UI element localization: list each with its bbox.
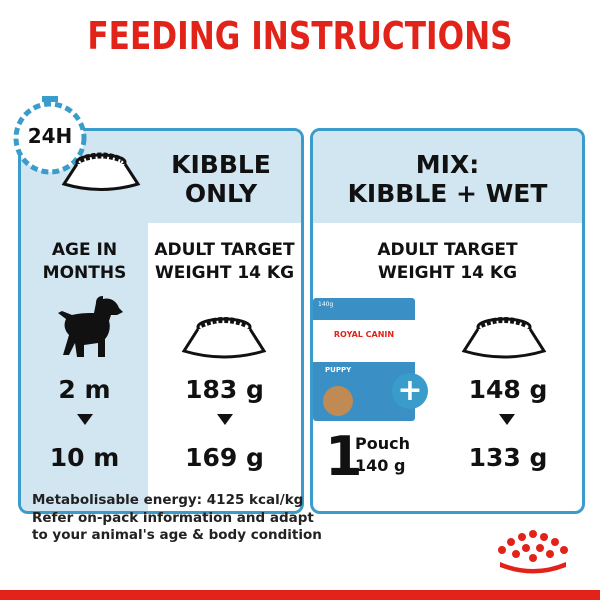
mix-header (313, 131, 582, 223)
target-header: ADULT TARGET (154, 240, 295, 260)
header-line: ONLY (184, 178, 258, 208)
bottom-red-bar (0, 590, 600, 600)
pouch-brand: ROYAL CANIN (333, 330, 395, 339)
age-column (21, 223, 148, 511)
target-header: ADULT TARGET (377, 240, 518, 260)
target-header: WEIGHT 14 KG (154, 262, 295, 283)
puppy-icon (58, 296, 123, 357)
pouch-product: PUPPY (325, 366, 352, 374)
pouch-label: Pouch (355, 434, 410, 453)
pouch-weight: 140 g (355, 456, 406, 475)
mix-panel: MIX: KIBBLE + WET ADULT TARGET WEIGHT 14… (310, 128, 585, 514)
clock-24h-icon (13, 96, 87, 175)
puppy-photo (323, 386, 353, 416)
kibble-bowl-icon (61, 152, 141, 191)
footer-line: to your animal's age & body condition (32, 527, 322, 543)
mix-amount-to: 133 g (468, 443, 548, 472)
kibble-amount-to: 169 g (185, 443, 264, 472)
arrow-down-icon (77, 414, 93, 425)
arrow-down-icon (217, 414, 233, 425)
mix-amount-from: 148 g (468, 375, 548, 404)
header-line: KIBBLE + WET (347, 178, 548, 208)
arrow-down-icon (499, 414, 515, 425)
age-from: 2 m (58, 375, 111, 404)
footer-line: Metabolisable energy: 4125 kcal/kg (32, 492, 304, 508)
footer-line: Refer on-pack information and adapt (32, 509, 314, 526)
age-header: MONTHS (42, 262, 127, 283)
header-line: KIBBLE (171, 150, 271, 179)
header-line: MIX: (415, 150, 480, 179)
kibble-bowl-icon (181, 317, 267, 359)
age-header: AGE IN (51, 240, 118, 260)
kibble-only-panel: KIBBLE ONLY AGE IN MONTHS 2 m 10 m ADULT… (18, 128, 304, 514)
plus-icon: + (392, 373, 428, 409)
kibble-amount-from: 183 g (185, 375, 264, 404)
royal-canin-crown-logo (498, 530, 568, 574)
kibble-bowl-icon (461, 317, 547, 359)
pouch-weight-label: 140g (318, 301, 334, 308)
footer-notes: Metabolisable energy: 4125 kcal/kg Refer… (32, 492, 322, 545)
page-title: FEEDING INSTRUCTIONS (87, 14, 513, 58)
clock-label: 24H (27, 124, 73, 148)
age-to: 10 m (49, 443, 120, 472)
pouch-count: 1 (325, 425, 363, 488)
target-header: WEIGHT 14 KG (377, 262, 518, 283)
